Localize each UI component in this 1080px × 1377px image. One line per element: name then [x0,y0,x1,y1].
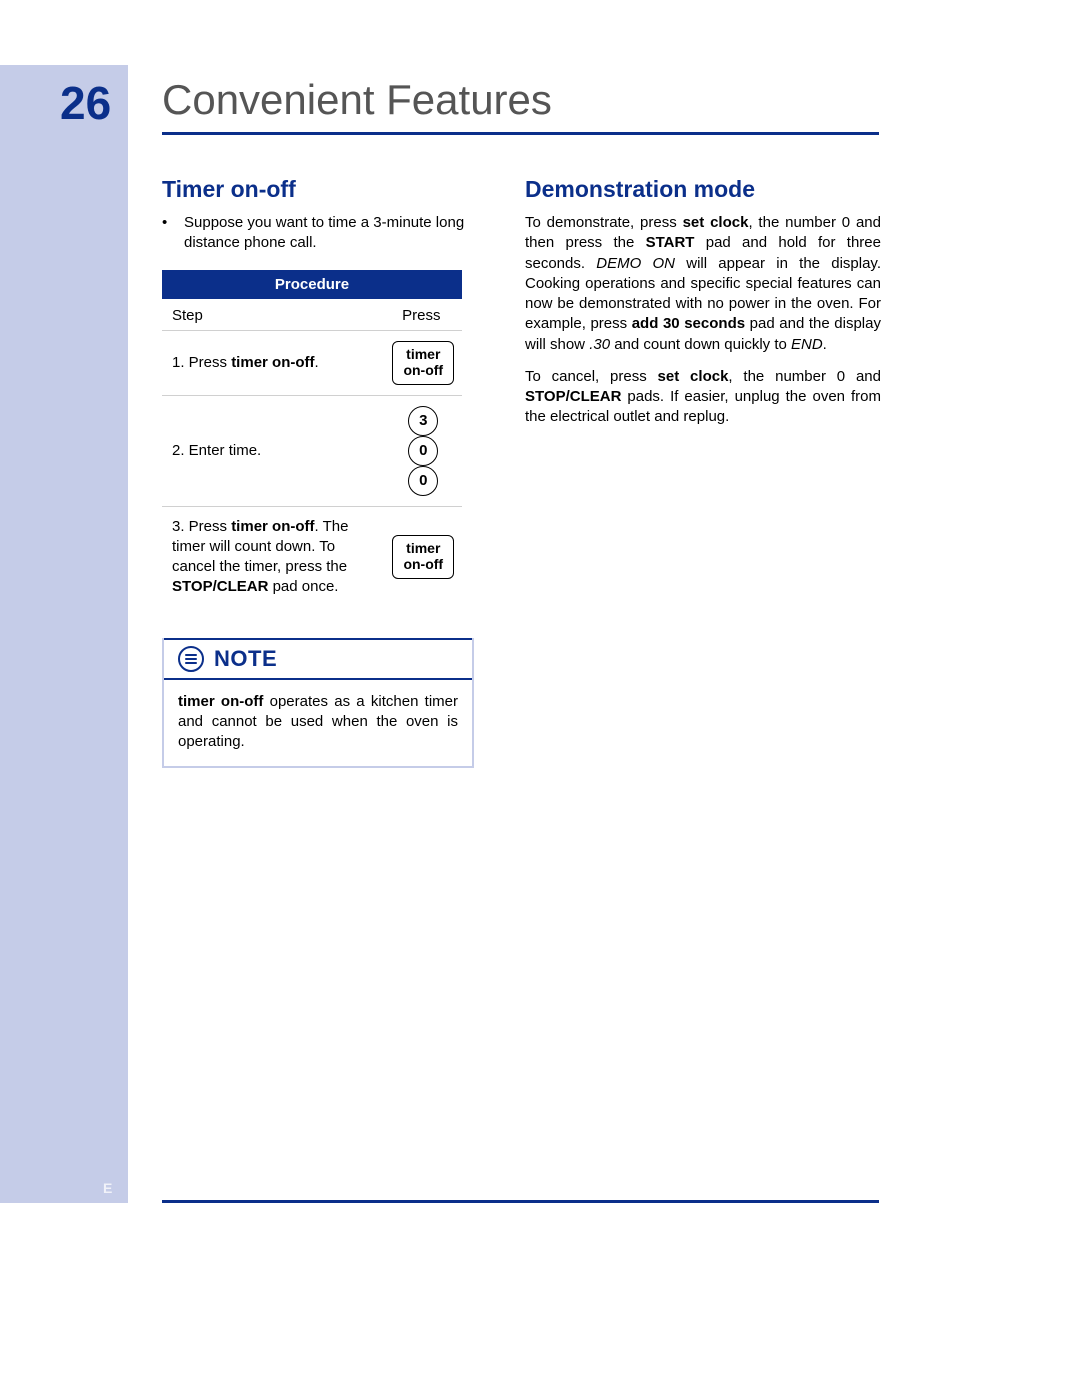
timer-onoff-pad-icon: timeron-off [392,341,454,385]
procedure-table: Procedure Step Press 1. Press timer on-o… [162,270,462,608]
note-body: timer on-off operates as a kitchen timer… [178,692,458,753]
page-number: 26 [60,76,111,130]
step-cell: 1. Press timer on-off. [162,330,381,395]
procedure-header: Procedure [162,270,462,299]
table-row: 3. Press timer on-off. The timer will co… [162,506,462,608]
bullet-text: Suppose you want to time a 3-minute long… [184,213,507,254]
bottom-rule [162,1200,879,1203]
procedure-col-press: Press [381,299,462,331]
bullet-item: • Suppose you want to time a 3-minute lo… [162,213,507,254]
digit-button-icon: 0 [408,466,438,496]
step-cell: 2. Enter time. [162,395,381,506]
note-header: NOTE [164,638,472,680]
press-cell: timeron-off [381,330,462,395]
demo-paragraph-2: To cancel, press set clock, the number 0… [525,367,881,428]
digit-button-icon: 0 [408,436,438,466]
section-heading-timer: Timer on-off [162,176,507,203]
procedure-col-step: Step [162,299,381,331]
press-cell: timeron-off [381,506,462,608]
page-title: Convenient Features [162,76,552,124]
title-rule [162,132,879,135]
digit-button-icon: 3 [408,406,438,436]
note-title: NOTE [214,646,277,672]
table-row: 1. Press timer on-off. timeron-off [162,330,462,395]
demo-paragraph-1: To demonstrate, press set clock, the num… [525,213,881,355]
table-row: 2. Enter time. 300 [162,395,462,506]
bullet-dot-icon: • [162,213,184,254]
page-sidebar [0,65,128,1203]
press-cell: 300 [381,395,462,506]
note-box: NOTE timer on-off operates as a kitchen … [162,638,474,769]
footer-marker: E [103,1180,112,1196]
timer-onoff-pad-icon: timeron-off [392,535,454,579]
note-icon [178,646,204,672]
section-heading-demo: Demonstration mode [525,176,881,203]
step-cell: 3. Press timer on-off. The timer will co… [162,506,381,608]
